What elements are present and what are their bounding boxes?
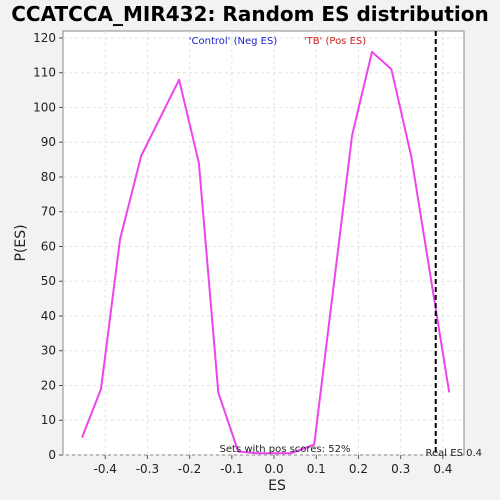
x-tick-label: -0.2	[178, 462, 201, 476]
x-tick-label: 0.2	[349, 462, 368, 476]
legend-entry-control: 'Control' (Neg ES)	[189, 36, 278, 47]
y-tick-label: 40	[41, 309, 56, 323]
x-axis-label: ES	[268, 478, 286, 494]
x-tick-label: 0.1	[307, 462, 326, 476]
y-tick-label: 60	[41, 239, 56, 253]
y-tick-label: 80	[41, 170, 56, 184]
x-tick-label: 0.4	[433, 462, 452, 476]
y-tick-label: 100	[33, 100, 56, 114]
y-tick-label: 30	[41, 344, 56, 358]
y-tick-label: 0	[48, 448, 56, 462]
x-tick-label: -0.1	[220, 462, 243, 476]
grid	[63, 31, 464, 456]
y-tick-label: 90	[41, 135, 56, 149]
x-tick-label: 0.0	[265, 462, 284, 476]
chart-title: CCATCCA_MIR432: Random ES distribution	[11, 2, 489, 26]
plot-area	[62, 30, 465, 456]
x-tick-label: -0.4	[93, 462, 116, 476]
x-axis-ticks: -0.4 -0.3 -0.2 -0.1 0.0 0.1 0.2 0.3 0.4	[93, 455, 452, 476]
pos-scores-annotation: Sets with pos scores: 52%	[220, 444, 351, 455]
legend-entry-tb: 'TB' (Pos ES)	[304, 36, 366, 47]
y-tick-label: 50	[41, 274, 56, 288]
y-axis-ticks: 0 10 20 30 40 50 60 70 80 90 100 110 120	[33, 31, 63, 462]
x-tick-label: 0.3	[391, 462, 410, 476]
y-tick-label: 10	[41, 413, 56, 427]
y-tick-label: 70	[41, 205, 56, 219]
y-tick-label: 120	[33, 31, 56, 45]
real-es-label: Real ES 0.4	[426, 448, 482, 459]
x-tick-label: -0.3	[136, 462, 159, 476]
series-line	[81, 50, 451, 455]
y-tick-label: 110	[33, 66, 56, 80]
y-tick-label: 20	[41, 378, 56, 392]
y-axis-label: P(ES)	[13, 224, 29, 261]
